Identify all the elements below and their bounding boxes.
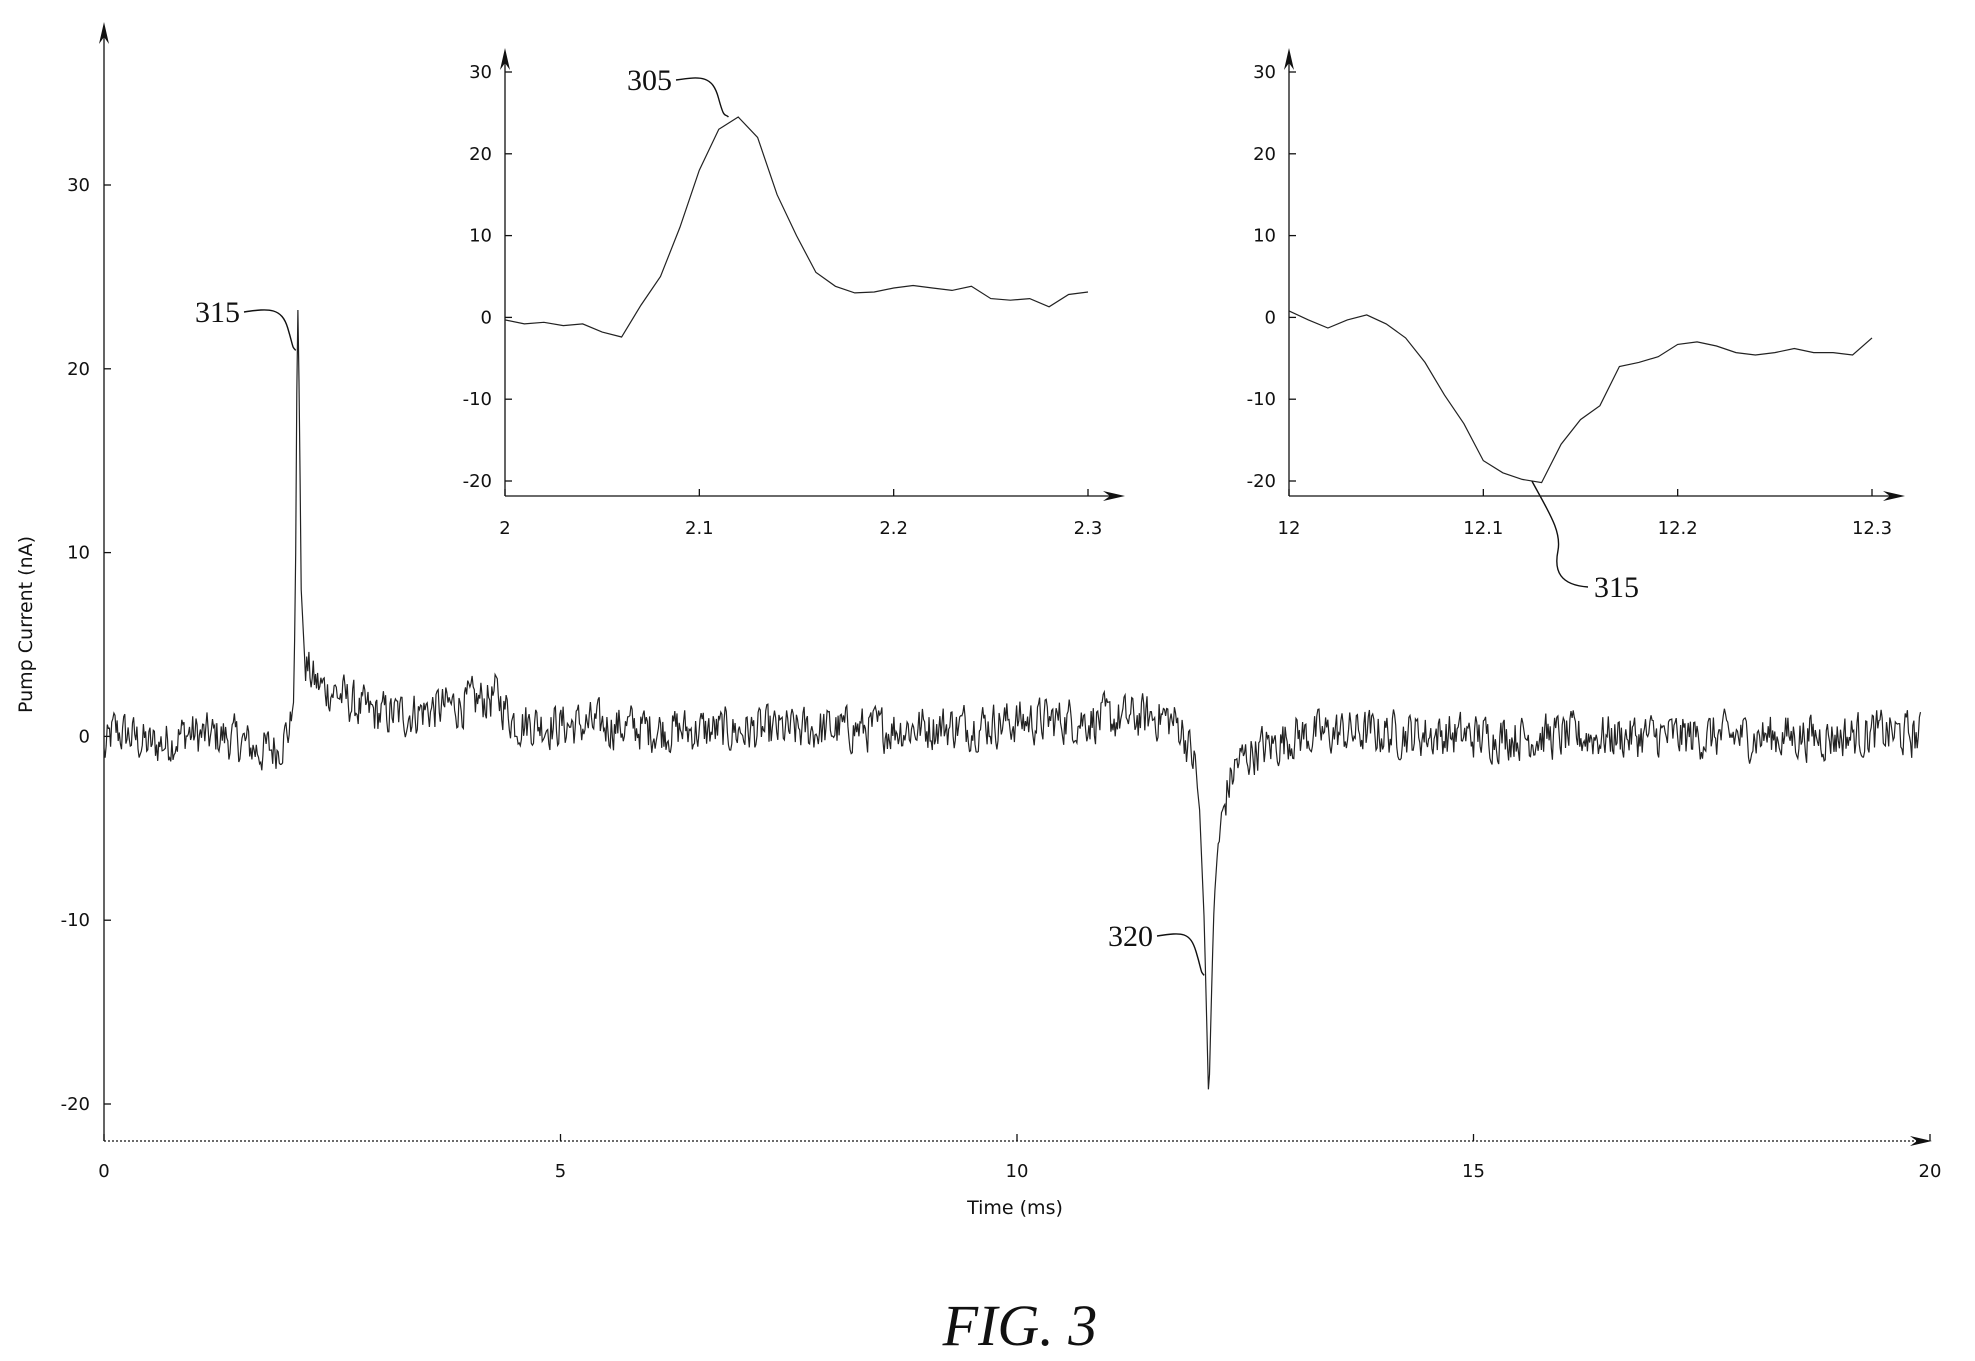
main-annotations: 315 320 [195, 296, 1205, 976]
annotation-label-315: 315 [1594, 571, 1639, 604]
annotation-leader-line [675, 77, 729, 118]
y-tick-label: 0 [1265, 307, 1276, 328]
y-tick-label: -20 [61, 1094, 90, 1115]
x-tick-label: 12.3 [1852, 518, 1892, 539]
y-tick-label: -20 [463, 471, 492, 492]
inset-right-annotations: 315 [1531, 480, 1639, 604]
inset-left-annotations: 305 [627, 64, 729, 118]
x-tick-label: 0 [98, 1161, 109, 1182]
main-series-line [103, 309, 1922, 1090]
y-tick-label: 10 [469, 226, 492, 247]
y-axis-arrow [500, 48, 510, 70]
y-tick-label: 0 [481, 307, 492, 328]
annotation-label-320: 320 [1108, 920, 1153, 953]
y-axis-arrow [1284, 48, 1294, 70]
x-tick-label: 12.2 [1658, 518, 1698, 539]
y-tick-label: 20 [67, 359, 90, 380]
y-tick-label: 10 [1253, 226, 1276, 247]
inset-left-series-line [504, 116, 1089, 338]
main-y-axis-label: Pump Current (nA) [15, 536, 37, 713]
annotation-leader-line [1156, 933, 1205, 976]
annotation-leader-line [243, 309, 297, 351]
x-axis-arrow [1883, 491, 1905, 501]
y-axis-arrow [99, 22, 109, 44]
figure-caption: FIG. 3 [942, 1293, 1098, 1358]
inset-left-axes [500, 48, 1125, 501]
y-tick-label: 30 [1253, 62, 1276, 83]
x-tick-label: 2 [499, 518, 510, 539]
y-tick-label: 30 [67, 175, 90, 196]
y-tick-label: -10 [463, 389, 492, 410]
x-tick-label: 2.1 [685, 518, 714, 539]
annotation-label-315: 315 [195, 296, 240, 329]
main-axes [99, 22, 1932, 1146]
x-tick-label: 20 [1919, 1161, 1942, 1182]
y-tick-label: 20 [1253, 144, 1276, 165]
x-tick-label: 10 [1006, 1161, 1029, 1182]
inset-right-tick-labels: -20 -10 0 10 20 30 12 12.1 12.2 12.3 [1247, 62, 1892, 539]
y-tick-label: 30 [469, 62, 492, 83]
y-tick-label: 20 [469, 144, 492, 165]
annotation-label-305: 305 [627, 64, 672, 97]
inset-right-axes [1284, 48, 1905, 501]
y-tick-label: -10 [1247, 389, 1276, 410]
y-tick-label: 0 [79, 726, 90, 747]
x-axis-arrow [1910, 1136, 1932, 1146]
x-tick-label: 2.3 [1074, 518, 1103, 539]
main-x-axis-label: Time (ms) [966, 1197, 1063, 1219]
inset-right-series-line [1288, 310, 1873, 484]
inset-left-tick-labels: -20 -10 0 10 20 30 2 2.1 2.2 2.3 [463, 62, 1103, 539]
x-tick-label: 15 [1462, 1161, 1485, 1182]
y-tick-label: -10 [61, 910, 90, 931]
x-tick-label: 12 [1278, 518, 1301, 539]
y-tick-label: -20 [1247, 471, 1276, 492]
inset-chart-right: -20 -10 0 10 20 30 12 12.1 12.2 12.3 315 [1247, 48, 1905, 604]
x-axis-arrow [1103, 491, 1125, 501]
y-tick-label: 10 [67, 543, 90, 564]
x-tick-label: 5 [555, 1161, 566, 1182]
annotation-leader-line [1531, 480, 1589, 588]
inset-chart-left: -20 -10 0 10 20 30 2 2.1 2.2 2.3 305 [463, 48, 1125, 539]
x-tick-label: 12.1 [1463, 518, 1503, 539]
x-tick-label: 2.2 [879, 518, 908, 539]
